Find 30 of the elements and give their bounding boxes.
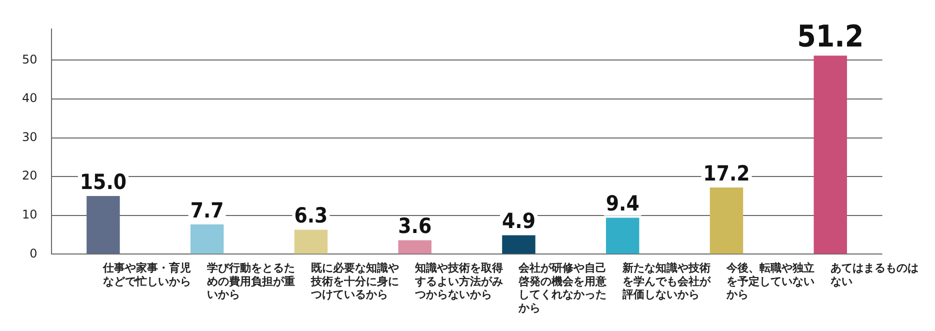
data-label: 4.9 <box>502 209 536 234</box>
data-label: 51.2 <box>797 19 864 54</box>
x-tick-label: 学び行動をとるための費用負担が重いから <box>207 262 296 302</box>
bar <box>606 218 640 254</box>
data-label: 17.2 <box>703 161 750 186</box>
data-label: 15.0 <box>80 170 127 194</box>
y-tick-label: 40 <box>22 91 38 106</box>
bar <box>814 56 847 254</box>
x-tick-label: 今後、転職や独立を予定していないから <box>725 262 814 302</box>
y-tick-label: 10 <box>22 208 38 222</box>
y-tick-label: 50 <box>22 52 38 66</box>
data-label: 3.6 <box>398 214 432 238</box>
bar <box>502 235 536 254</box>
x-tick-label: 新たな知識や技術を学んでも会社が評価しないから <box>622 262 712 302</box>
data-label: 7.7 <box>190 198 224 222</box>
x-tick-label: あてはまるものはない <box>830 262 918 288</box>
bar <box>710 187 744 254</box>
bar <box>398 240 432 254</box>
x-tick-label: 仕事や家事・育児などで忙しいから <box>102 262 192 288</box>
bar <box>86 196 120 254</box>
x-tick-label: 知識や技術を取得するよい方法がみつからないから <box>414 262 503 302</box>
y-tick-label: 0 <box>30 246 38 260</box>
x-tick-label: 既に必要な知識や技術を十分に身につけているから <box>310 262 399 302</box>
data-label: 9.4 <box>606 192 640 216</box>
x-tick-label: 会社が研修や自己啓発の機会を用意してくれなかったから <box>518 262 608 314</box>
bar <box>190 224 224 254</box>
data-label: 6.3 <box>294 204 328 228</box>
bar <box>294 230 328 254</box>
y-tick-label: 20 <box>22 168 38 183</box>
y-tick-label: 30 <box>22 130 38 144</box>
